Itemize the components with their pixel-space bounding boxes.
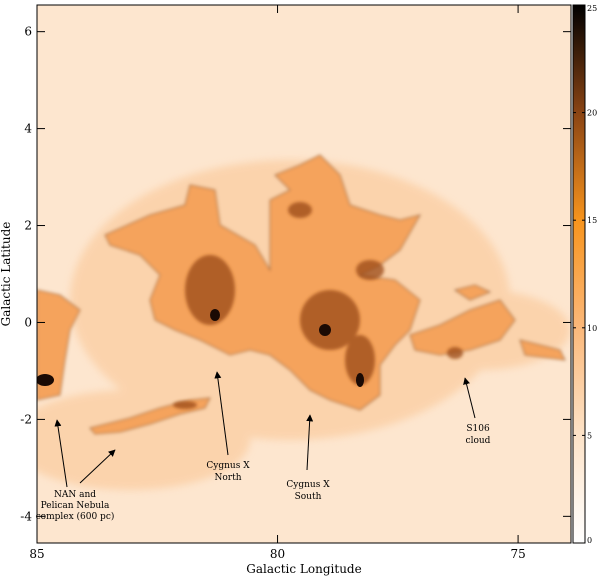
colorbar-tick-label: 0 [587, 536, 592, 545]
annotation-text: complex (600 pc) [36, 511, 115, 522]
y-tick-label: -4 [20, 509, 32, 523]
x-tick-label: 75 [510, 547, 525, 561]
annotation-text: Pelican Nebula [41, 501, 110, 511]
colorbar-tick-label: 15 [587, 216, 597, 225]
y-tick-label: 6 [24, 25, 32, 39]
colorbar-tick-label: 25 [587, 4, 597, 13]
annotation-text: North [214, 473, 241, 483]
annotation-text: Cygnus X [286, 480, 330, 490]
y-tick-label: 0 [24, 315, 32, 329]
plot-frame [36, 4, 572, 544]
y-tick-label: 4 [24, 122, 32, 136]
annotation-text: S106 [466, 424, 490, 434]
annotation-text: South [295, 492, 322, 502]
y-tick-label: 2 [24, 219, 32, 233]
x-tick-label: 85 [29, 547, 44, 561]
colorbar-tick-label: 20 [587, 109, 597, 118]
map-image [37, 5, 571, 543]
annotation-text: NAN and [54, 490, 96, 500]
x-tick-label: 80 [270, 547, 285, 561]
y-tick-label: -2 [20, 412, 32, 426]
annotation-arrows [54, 371, 476, 488]
y-axis-label: Galactic Latitude [0, 222, 13, 327]
colorbar [572, 4, 586, 544]
x-axis-label: Galactic Longitude [246, 562, 361, 576]
colorbar-tick-label: 5 [587, 431, 592, 440]
colorbar-tick-label: 10 [587, 324, 597, 333]
annotation-text: Cygnus X [206, 461, 250, 471]
annotation-text: cloud [466, 436, 491, 446]
